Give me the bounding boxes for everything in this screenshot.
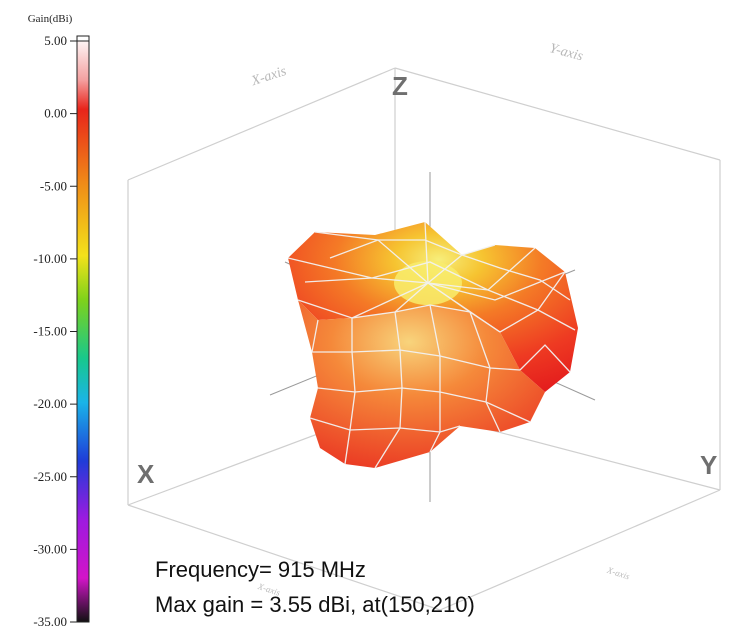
mesh-line (469, 311, 501, 433)
mesh-line (429, 304, 441, 453)
mesh-line (394, 282, 429, 313)
colorbar-tick-label: 5.00 (44, 33, 67, 48)
colorbar-tick-label: -10.00 (33, 251, 67, 266)
bottom-right-plane-label: X-axis (605, 565, 631, 582)
z-axis-label: Z (392, 71, 408, 101)
surface-mesh (287, 221, 576, 469)
mesh-line (329, 239, 571, 301)
colorbar-tick-label: -5.00 (40, 178, 67, 193)
frequency-annotation: Frequency= 915 MHz (155, 557, 366, 582)
mesh-line (317, 387, 531, 423)
x-axis-label: X (137, 459, 155, 489)
colorbar-top-marker (76, 35, 90, 42)
colorbar-ticks: 5.00 0.00 -5.00 -10.00 -15.00 -20.00 -25.00 -30… (33, 33, 77, 629)
colorbar-tick-label: 0.00 (44, 106, 67, 121)
box-edge (394, 67, 721, 161)
box-edge (127, 67, 396, 181)
colorbar-tick-label: -20.00 (33, 396, 67, 411)
max-gain-annotation: Max gain = 3.55 dBi, at(150,210) (155, 592, 475, 617)
mesh-line (374, 311, 403, 469)
mesh-line (297, 299, 501, 333)
mesh-line (499, 271, 566, 333)
y-axis-label: Y (700, 450, 717, 480)
mesh-line (312, 349, 521, 371)
colorbar: Gain(dBi) 5.00 0.00 -5.00 -10.00 -15.00 -20.0… (28, 13, 90, 629)
colorbar-ramp (76, 35, 90, 623)
colorbar-tick-label: -15.00 (33, 324, 67, 339)
mesh-line (351, 282, 429, 319)
x-plane-label: X-axis (249, 64, 289, 90)
surface-top-lobe (288, 222, 578, 392)
mesh-line (424, 221, 429, 284)
radiation-pattern-surface (287, 221, 578, 469)
mesh-line (519, 344, 571, 373)
colorbar-tick-label: -30.00 (33, 541, 67, 556)
colorbar-tick-label: -25.00 (33, 469, 67, 484)
colorbar-title: Gain(dBi) (28, 13, 73, 25)
y-plane-label: Y-axis (548, 41, 585, 64)
mesh-line (344, 318, 356, 465)
colorbar-tick-label: -35.00 (33, 614, 67, 629)
surface-front-lobe (298, 300, 545, 468)
box-edge (439, 489, 721, 611)
mesh-line (311, 319, 319, 353)
mesh-line (304, 261, 576, 331)
box-edge (127, 504, 441, 611)
